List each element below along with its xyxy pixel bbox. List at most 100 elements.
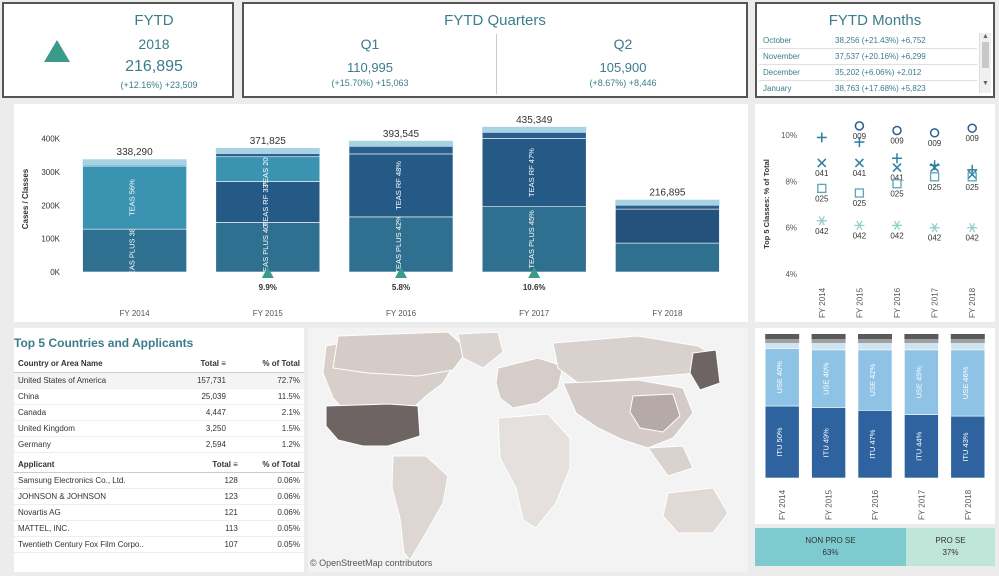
- scatter-point[interactable]: [817, 158, 827, 168]
- bar-segment[interactable]: [215, 156, 321, 182]
- bar-segment[interactable]: [481, 138, 587, 207]
- scatter-point[interactable]: [929, 128, 940, 138]
- table-row[interactable]: United States of America 157,731 72.7%: [14, 372, 304, 388]
- point-label: 042: [928, 234, 942, 243]
- bar-segment[interactable]: [950, 349, 986, 417]
- table-row[interactable]: Germany 2,594 1.2%: [14, 436, 304, 452]
- sort-icon[interactable]: ≡: [221, 359, 226, 369]
- scatter-point[interactable]: [892, 220, 902, 231]
- bar-cap: [765, 339, 800, 343]
- scatter-point[interactable]: [929, 172, 940, 182]
- scatter-point[interactable]: [929, 223, 940, 233]
- x-tick-label: FY 2018: [964, 489, 973, 520]
- table-row[interactable]: JOHNSON & JOHNSON 123 0.06%: [14, 489, 304, 505]
- months-scrollbar[interactable]: ▲ ▼: [979, 33, 991, 93]
- scatter-point[interactable]: [816, 216, 827, 226]
- pro-se-label: PRO SE: [935, 536, 966, 545]
- world-map[interactable]: [308, 328, 748, 572]
- x-tick-label: FY 2016: [386, 309, 417, 318]
- scatter-point[interactable]: [854, 137, 865, 148]
- bar-segment[interactable]: [82, 228, 187, 273]
- scroll-up-icon[interactable]: ▲: [982, 33, 989, 40]
- col-header-pct[interactable]: % of Total: [241, 456, 304, 473]
- cases-chart-panel: Cases / Classes 0K 100K 200K 300K 400K TEAS PL…: [14, 104, 748, 322]
- y-tick-label: 10%: [781, 131, 797, 140]
- scatter-point[interactable]: [930, 163, 940, 173]
- y-tick-label: 4%: [785, 270, 797, 279]
- scatter-point[interactable]: [816, 132, 827, 143]
- bar-segment[interactable]: [904, 349, 939, 415]
- col-header-total[interactable]: Total ≡: [196, 456, 242, 473]
- scatter-point[interactable]: [854, 220, 865, 231]
- q2-label: Q2: [613, 36, 633, 52]
- scatter-point[interactable]: [854, 158, 864, 168]
- bar-segment[interactable]: [215, 181, 321, 223]
- months-list[interactable]: October 38,256 (+21.43%) +6,752 November 3…: [759, 33, 977, 96]
- scatter-point[interactable]: [817, 183, 827, 194]
- map-credit[interactable]: © OpenStreetMap contributors: [310, 558, 433, 568]
- scroll-thumb[interactable]: [982, 42, 989, 68]
- scatter-point[interactable]: [892, 163, 902, 173]
- col-header-pct[interactable]: % of Total: [229, 356, 304, 373]
- bar-segment[interactable]: [857, 410, 893, 479]
- point-label: 009: [853, 132, 867, 141]
- q1-value: 110,995: [346, 60, 394, 75]
- scatter-point[interactable]: [967, 123, 977, 133]
- point-label: 042: [853, 231, 867, 240]
- bar-segment[interactable]: [950, 415, 986, 479]
- point-label: 042: [890, 231, 904, 240]
- bar-segment[interactable]: [481, 206, 587, 273]
- x-tick-label: FY 2017: [931, 287, 940, 318]
- bar-segment-label: ITU 50%: [775, 427, 784, 457]
- bar-segment-label: USE 40%: [775, 361, 784, 394]
- scroll-down-icon[interactable]: ▼: [982, 80, 989, 87]
- table-row[interactable]: Canada 4,447 2.1%: [14, 404, 304, 420]
- countries-table: Country or Area Name Total ≡ % of Total …: [14, 356, 304, 453]
- x-tick-label: FY 2018: [652, 309, 683, 318]
- bar-segment[interactable]: [82, 165, 187, 230]
- point-label: 042: [815, 227, 829, 236]
- table-row[interactable]: Novartis AG 121 0.06%: [14, 505, 304, 521]
- pro-se-segment[interactable]: PRO SE 37%: [906, 528, 995, 566]
- fytd-months-panel: FYTD Months October 38,256 (+21.43%) +6,7…: [755, 2, 995, 98]
- bar-segment[interactable]: [904, 414, 939, 479]
- bar-segment[interactable]: [615, 242, 720, 273]
- non-pro-se-segment[interactable]: NON PRO SE 63%: [755, 528, 906, 566]
- col-header-total[interactable]: Total ≡: [169, 356, 230, 373]
- world-map-panel[interactable]: © OpenStreetMap contributors: [308, 328, 748, 572]
- fytd-quarters-panel: FYTD Quarters Q1 110,995 (+15.70%) +15,0…: [242, 2, 748, 98]
- scatter-point[interactable]: [929, 160, 940, 171]
- bar-segment-label: ITU 44%: [914, 431, 923, 461]
- table-row[interactable]: Twentieth Century Fox Film Corpo.. 107 0.0…: [14, 537, 304, 553]
- bar-segment[interactable]: [811, 407, 846, 479]
- col-header-country[interactable]: Country or Area Name: [14, 356, 170, 373]
- sort-icon[interactable]: ≡: [233, 459, 238, 469]
- bar-segment[interactable]: [348, 216, 454, 273]
- x-tick-label: FY 2015: [855, 287, 864, 318]
- table-row[interactable]: MATTEL, INC. 113 0.05%: [14, 521, 304, 537]
- scatter-point[interactable]: [854, 188, 865, 198]
- scatter-point[interactable]: [854, 121, 865, 131]
- bar-segment[interactable]: [348, 153, 454, 218]
- bar-segment[interactable]: [764, 348, 800, 407]
- scatter-point[interactable]: [967, 172, 977, 182]
- bar-segment[interactable]: [764, 405, 800, 479]
- bar-cap: [950, 334, 985, 339]
- bar-segment[interactable]: [615, 208, 720, 244]
- table-row[interactable]: United Kingdom 3,250 1.5%: [14, 420, 304, 436]
- bar-segment[interactable]: [215, 222, 321, 273]
- point-label: 025: [966, 183, 980, 192]
- table-row[interactable]: Samsung Electronics Co., Ltd. 128 0.06%: [14, 473, 304, 489]
- pro-se-value: 37%: [942, 548, 959, 557]
- bar-total-label: 393,545: [383, 129, 420, 140]
- scatter-point[interactable]: [967, 223, 978, 233]
- scatter-point[interactable]: [892, 153, 902, 164]
- scatter-point[interactable]: [892, 125, 902, 136]
- bar-segment[interactable]: [811, 349, 846, 408]
- growth-label: 10.6%: [523, 283, 546, 292]
- bar-segment-label: ITU 49%: [822, 428, 831, 458]
- scatter-point[interactable]: [967, 169, 977, 180]
- table-row[interactable]: China 25,039 11.5%: [14, 388, 304, 404]
- col-header-applicant[interactable]: Applicant: [14, 456, 197, 473]
- scatter-point[interactable]: [892, 179, 902, 189]
